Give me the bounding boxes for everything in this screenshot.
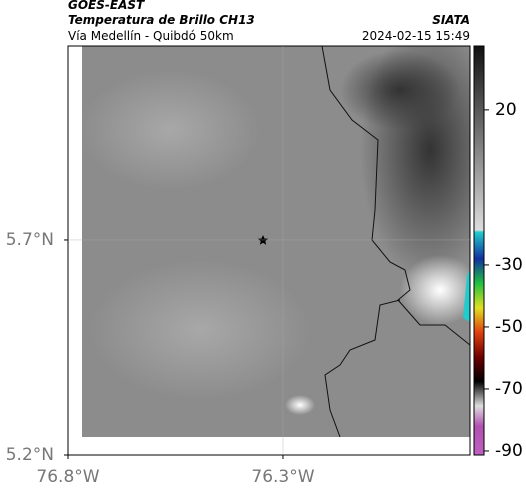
region: Vía Medellín - Quibdó 50km — [68, 29, 234, 43]
map-frame — [67, 45, 471, 456]
y-tick-label: 5.2°N — [6, 445, 54, 465]
organization: SIATA — [432, 13, 470, 27]
colorbar-tick-label: 20 — [495, 100, 517, 120]
colorbar — [473, 45, 485, 456]
source: GOES-EAST — [68, 0, 145, 12]
timestamp: 2024-02-15 15:49 — [362, 29, 470, 43]
x-tick-label: 76.8°W — [36, 467, 99, 487]
x-tick-label: 76.3°W — [251, 467, 314, 487]
colorbar-tick-label: -30 — [495, 255, 523, 275]
colorbar-tick-label: -90 — [495, 441, 523, 461]
satellite-image — [82, 46, 470, 437]
colorbar-tick-label: -50 — [495, 317, 523, 337]
colorbar-tick-label: -70 — [495, 379, 523, 399]
product: Temperatura de Brillo CH13 — [68, 13, 255, 27]
y-tick-label: 5.7°N — [6, 230, 54, 250]
border — [321, 46, 470, 437]
